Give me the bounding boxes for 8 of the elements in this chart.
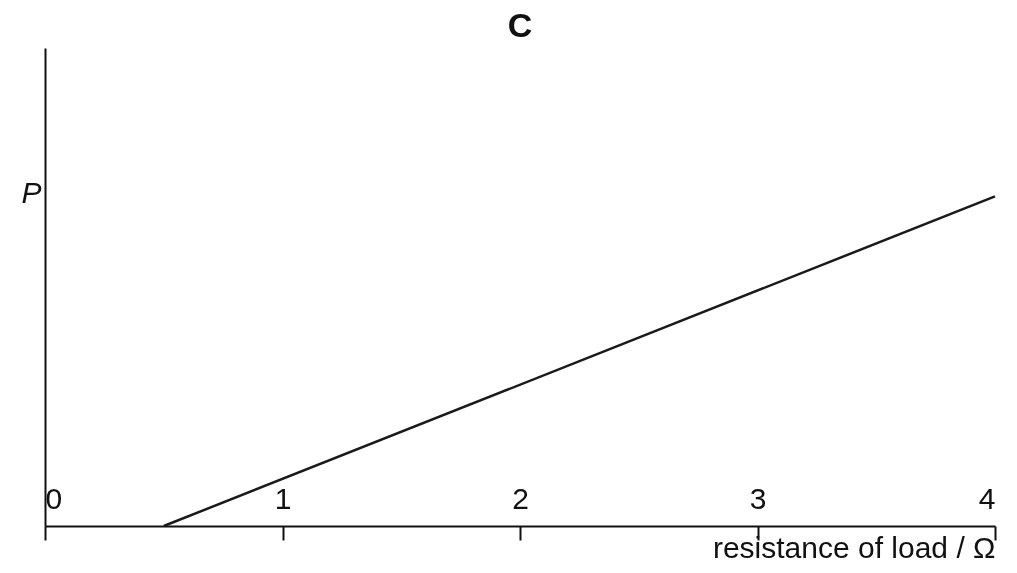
x-tick-label: 1: [274, 481, 292, 515]
x-tick-label: 2: [512, 481, 529, 515]
x-tick-label: 0: [45, 481, 63, 515]
x-tick-label: 4: [978, 481, 996, 515]
x-tick-label: 3: [749, 481, 767, 515]
y-axis-title: P: [21, 175, 42, 209]
x-axis-title: resistance of load / Ω: [712, 530, 996, 564]
chart-title: C: [507, 6, 533, 44]
